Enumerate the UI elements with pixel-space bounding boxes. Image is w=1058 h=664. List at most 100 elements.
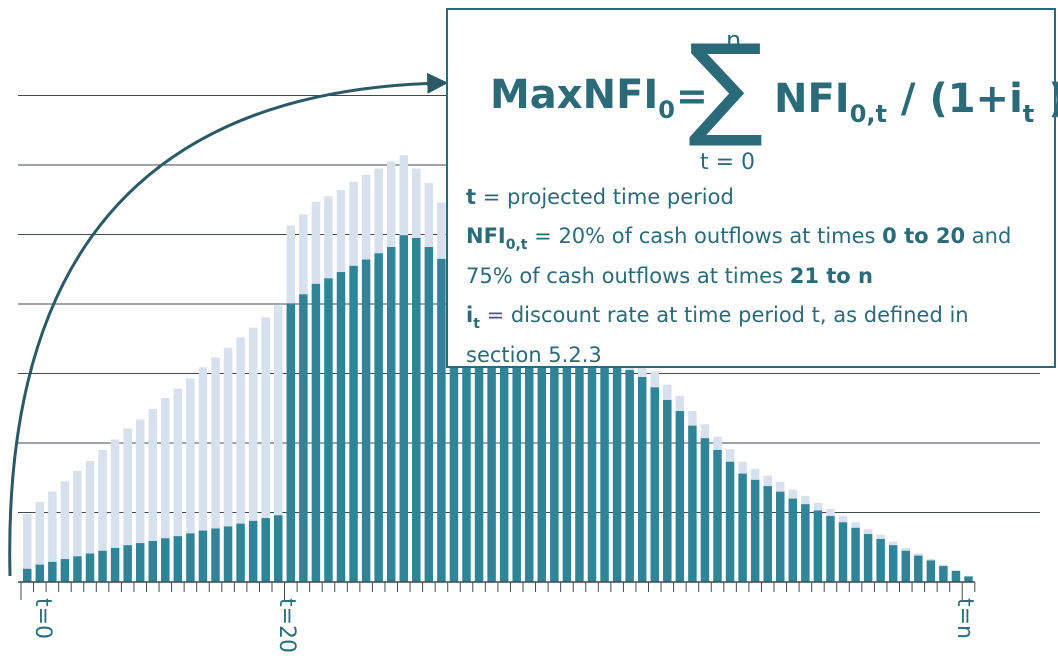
bar-lower — [838, 522, 848, 582]
bar-lower — [186, 533, 195, 582]
bar-upper — [274, 305, 283, 516]
bar-upper — [776, 481, 785, 492]
bar-lower — [663, 399, 672, 582]
bar-lower — [914, 555, 923, 582]
bar-lower — [110, 547, 120, 582]
bar-lower — [776, 491, 785, 582]
bar-lower — [738, 473, 747, 582]
bar-upper — [186, 378, 195, 534]
tick-label-tn: t=n — [952, 598, 977, 639]
bar-lower — [324, 278, 333, 582]
bar-lower — [612, 362, 622, 582]
bar-upper — [386, 161, 396, 248]
bar-upper — [926, 559, 936, 561]
definition-i: it = discount rate at time period t, as … — [466, 300, 1046, 371]
bar-upper — [85, 461, 95, 554]
definition-i-text: = discount rate at time period t, as def… — [466, 303, 969, 367]
bar-upper — [901, 547, 910, 551]
bar-lower — [826, 515, 835, 582]
bar-lower — [951, 570, 961, 582]
bar-lower — [198, 530, 208, 582]
bar-upper — [336, 190, 346, 273]
bar-upper — [851, 522, 860, 528]
bar-upper — [700, 424, 710, 439]
bar-lower — [173, 536, 183, 582]
bar-lower — [23, 568, 32, 582]
bar-series — [23, 155, 973, 582]
bar-upper — [60, 481, 70, 560]
formula-rhs-subscript: 0,t — [849, 100, 887, 128]
bar-lower — [223, 526, 233, 582]
bar-lower — [261, 518, 270, 582]
bar-upper — [374, 168, 383, 254]
bar-upper — [98, 449, 107, 551]
bar-lower — [525, 310, 534, 582]
bar-lower — [399, 235, 408, 582]
bar-upper — [48, 491, 57, 562]
bar-upper — [248, 327, 258, 521]
bar-lower — [248, 520, 258, 582]
bar-lower — [625, 370, 634, 582]
sigma-icon: ∑ — [688, 21, 764, 151]
formula-rhs: NFI0,t / (1+it )t — [774, 72, 1058, 128]
bar-lower — [98, 550, 107, 582]
bar-upper — [73, 470, 82, 557]
bar-lower — [964, 576, 973, 582]
bar-upper — [437, 202, 446, 259]
bar-lower — [901, 550, 910, 582]
bar-lower — [361, 259, 371, 582]
sum-upper-limit: n — [726, 26, 742, 54]
bar-lower — [412, 237, 421, 582]
bar-upper — [750, 468, 760, 480]
bar-upper — [261, 317, 270, 519]
bar-upper — [299, 214, 308, 295]
bar-lower — [85, 553, 95, 582]
bar-lower — [863, 534, 873, 582]
bar-lower — [688, 425, 697, 582]
definition-nfi-bold1: 0 to 20 — [882, 224, 966, 248]
bar-lower — [299, 294, 308, 582]
bar-upper — [123, 428, 132, 546]
bar-upper — [763, 475, 772, 487]
bar-lower — [60, 559, 70, 582]
formula-rhs-term: NFI — [774, 76, 850, 122]
bar-lower — [349, 265, 358, 582]
bar-upper — [663, 384, 672, 400]
bar-lower — [600, 355, 609, 582]
bar-lower — [700, 438, 710, 582]
sum-lower-limit: t = 0 — [700, 150, 756, 175]
bar-lower — [161, 538, 170, 582]
bar-lower — [763, 486, 772, 582]
bar-upper — [951, 570, 961, 571]
bar-upper — [826, 509, 835, 516]
bar-lower — [236, 523, 245, 582]
x-axis: t=0 t=20 t=n — [18, 581, 977, 653]
bar-lower — [386, 247, 396, 582]
bar-lower — [562, 333, 572, 582]
bar-lower — [336, 272, 346, 582]
bar-lower — [550, 326, 559, 582]
bar-upper — [110, 439, 120, 548]
bar-upper — [713, 436, 722, 450]
bar-lower — [462, 273, 471, 582]
bar-upper — [148, 408, 157, 541]
bar-upper — [311, 201, 321, 284]
definition-nfi-text2: and 75% of cash outflows at times — [466, 224, 1012, 288]
definition-nfi-var: NFI — [466, 224, 506, 248]
bar-upper — [361, 174, 371, 260]
bar-lower — [374, 253, 383, 582]
bar-lower — [487, 288, 496, 582]
bar-upper — [876, 534, 885, 539]
definition-t-var: t — [466, 185, 477, 209]
bar-upper — [863, 529, 873, 535]
bar-lower — [211, 528, 220, 582]
bar-lower — [35, 564, 45, 582]
curved-arrow — [8, 72, 449, 577]
definition-i-sub: t — [473, 316, 480, 332]
bar-upper — [35, 502, 45, 565]
formula-rhs-close: ) — [1034, 76, 1058, 122]
formula-lhs-subscript: 0 — [658, 96, 675, 124]
definition-nfi-sub: 0,t — [505, 237, 528, 253]
formula-rhs-divisor: / (1+i — [886, 76, 1023, 122]
